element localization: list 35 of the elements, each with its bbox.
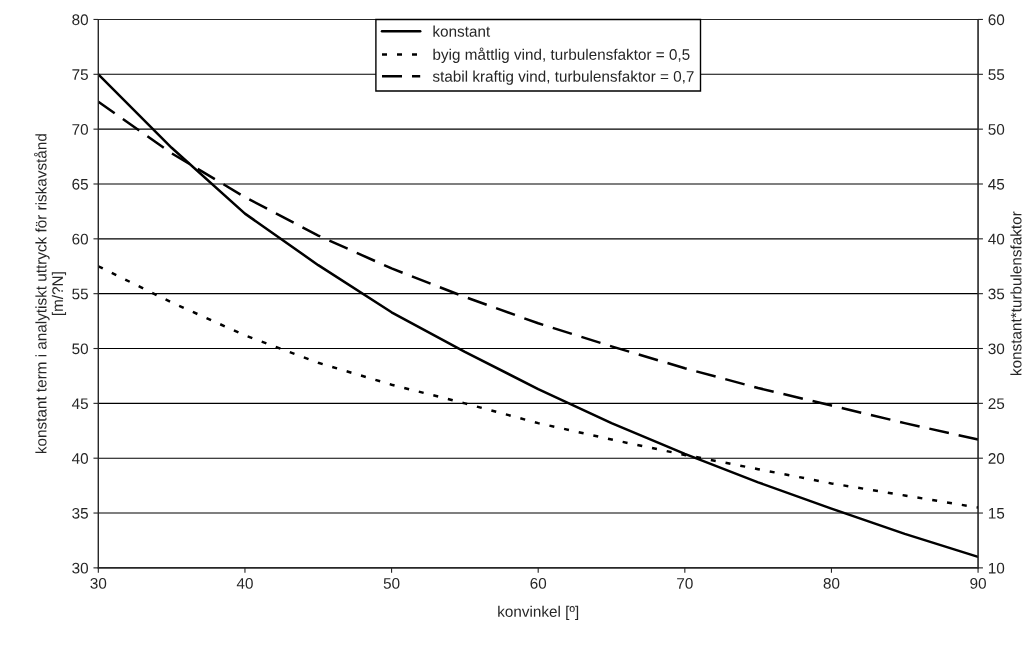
y2-tick-label: 45 <box>988 179 1005 190</box>
y2-tick-label: 35 <box>988 288 1005 300</box>
y-tick-label: 65 <box>72 178 88 190</box>
y-tick-label: 50 <box>72 343 89 355</box>
x-tick-label: 50 <box>383 578 400 589</box>
y-tick-label: 30 <box>72 562 89 574</box>
y2-axis-title: konstant*turbulensfaktor <box>1010 211 1022 376</box>
legend-label: konstant <box>433 25 491 37</box>
y-tick-label: 75 <box>72 69 88 80</box>
legend-label: byig måttlig vind, turbulensfaktor = 0,5 <box>433 47 690 63</box>
y-tick-label: 60 <box>72 233 89 245</box>
y2-tick-label: 20 <box>988 453 1005 464</box>
y-tick-label: 55 <box>72 288 88 300</box>
x-tick-label: 60 <box>530 578 547 589</box>
y2-tick-label: 30 <box>988 343 1005 355</box>
y2-tick-label: 15 <box>988 508 1005 519</box>
legend-label: stabil kraftig vind, turbulensfaktor = 0,7 <box>432 70 694 85</box>
y-tick-label: 40 <box>71 453 89 464</box>
y-tick-label: 35 <box>72 507 88 519</box>
y2-tick-label: 25 <box>988 398 1005 410</box>
y2-tick-label: 10 <box>988 562 1005 574</box>
x-axis-title: konvinkel [º] <box>498 605 579 620</box>
x-tick-label: 30 <box>90 578 107 589</box>
y2-tick-label: 40 <box>988 233 1005 245</box>
y-tick-label: 80 <box>72 14 89 26</box>
x-tick-label: 70 <box>677 578 693 589</box>
y2-tick-label: 55 <box>988 69 1005 80</box>
y-axis-title: konstant term i analytiskt uttryck för riskavstånd [m/?N] <box>34 134 67 454</box>
x-tick-label: 80 <box>823 578 840 589</box>
x-tick-label: 90 <box>970 578 986 589</box>
y2-tick-label: 60 <box>988 14 1005 26</box>
y-tick-label: 70 <box>72 124 89 135</box>
x-tick-label: 40 <box>236 578 253 589</box>
y-tick-label: 45 <box>71 398 88 410</box>
y2-tick-label: 50 <box>988 124 1005 135</box>
